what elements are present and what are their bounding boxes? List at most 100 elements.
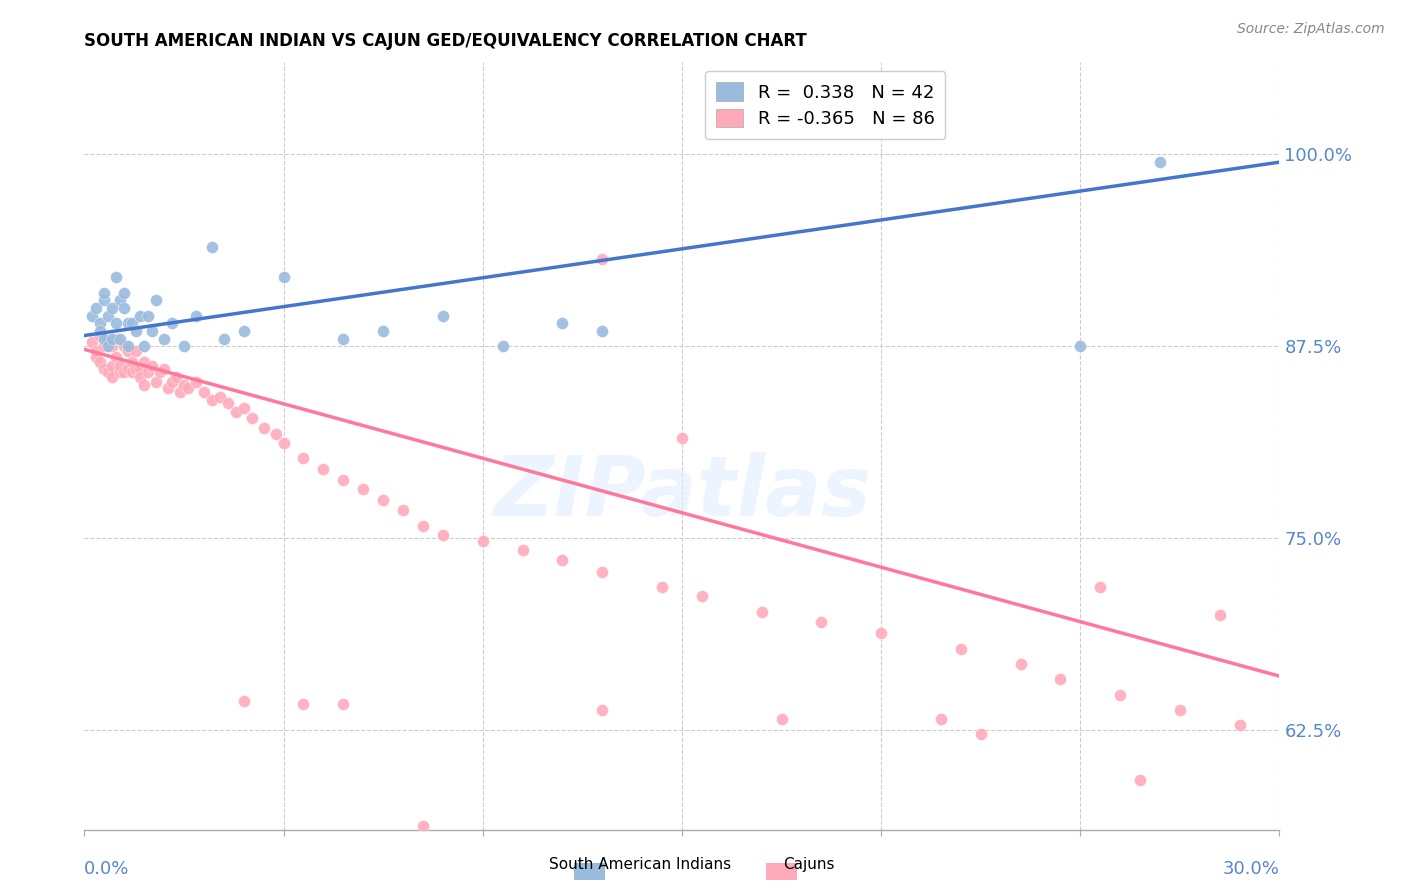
Point	[232, 401, 254, 415]
Point	[97, 339, 120, 353]
Point	[292, 697, 315, 711]
Point	[165, 370, 187, 384]
Point	[1090, 580, 1112, 594]
Point	[141, 324, 163, 338]
Point	[240, 411, 263, 425]
Point	[292, 451, 315, 466]
Point	[105, 350, 128, 364]
Point	[89, 354, 111, 368]
Point	[1129, 773, 1152, 788]
Point	[591, 252, 613, 266]
Point	[591, 324, 613, 338]
Point	[105, 270, 128, 285]
Point	[153, 332, 176, 346]
Point	[101, 370, 124, 384]
Point	[225, 405, 247, 419]
Point	[110, 293, 132, 308]
Point	[201, 392, 224, 407]
Point	[217, 396, 239, 410]
Point	[770, 712, 793, 726]
Point	[89, 328, 111, 343]
Point	[141, 359, 163, 374]
Point	[671, 431, 693, 445]
Text: SOUTH AMERICAN INDIAN VS CAJUN GED/EQUIVALENCY CORRELATION CHART: SOUTH AMERICAN INDIAN VS CAJUN GED/EQUIV…	[84, 32, 807, 50]
Point	[1149, 155, 1171, 169]
Point	[212, 332, 235, 346]
Point	[591, 703, 613, 717]
Point	[392, 503, 415, 517]
Point	[86, 343, 108, 358]
Point	[121, 354, 143, 368]
Point	[273, 270, 295, 285]
Point	[432, 309, 454, 323]
Point	[173, 377, 195, 392]
Point	[121, 316, 143, 330]
Point	[412, 820, 434, 834]
Point	[253, 420, 276, 434]
Point	[145, 375, 167, 389]
Point	[193, 385, 215, 400]
Point	[208, 390, 231, 404]
Point	[1049, 672, 1071, 686]
Point	[101, 359, 124, 374]
Point	[93, 293, 115, 308]
Point	[93, 285, 115, 300]
Point	[169, 385, 191, 400]
Text: ZIPatlas: ZIPatlas	[494, 451, 870, 533]
Point	[870, 626, 893, 640]
Point	[651, 580, 673, 594]
Point	[929, 712, 952, 726]
Point	[160, 375, 183, 389]
Point	[273, 436, 295, 450]
Point	[751, 605, 773, 619]
Point	[93, 339, 115, 353]
Point	[1229, 718, 1251, 732]
Text: Source: ZipAtlas.com: Source: ZipAtlas.com	[1237, 22, 1385, 37]
Point	[110, 365, 132, 379]
Point	[117, 362, 139, 376]
Point	[136, 309, 159, 323]
Point	[121, 365, 143, 379]
Legend: R =  0.338   N = 42, R = -0.365   N = 86: R = 0.338 N = 42, R = -0.365 N = 86	[706, 71, 945, 139]
Point	[112, 339, 135, 353]
Point	[101, 339, 124, 353]
Point	[471, 534, 494, 549]
Point	[332, 697, 354, 711]
Point	[591, 565, 613, 579]
Point	[312, 462, 335, 476]
Point	[93, 362, 115, 376]
Point	[512, 543, 534, 558]
Point	[112, 365, 135, 379]
Point	[145, 293, 167, 308]
Point	[177, 381, 200, 395]
Point	[690, 590, 713, 604]
Point	[86, 301, 108, 315]
Point	[332, 332, 354, 346]
Point	[105, 332, 128, 346]
Point	[101, 301, 124, 315]
Point	[232, 694, 254, 708]
Point	[89, 324, 111, 338]
Point	[970, 727, 993, 741]
Point	[132, 377, 156, 392]
Point	[97, 365, 120, 379]
Point	[125, 362, 148, 376]
Point	[82, 309, 104, 323]
Point	[112, 285, 135, 300]
Point	[373, 492, 395, 507]
Point	[412, 518, 434, 533]
Point	[110, 332, 132, 346]
Point	[129, 370, 152, 384]
Point	[160, 316, 183, 330]
Point	[89, 316, 111, 330]
Point	[201, 239, 224, 253]
Point	[93, 332, 115, 346]
Point	[117, 339, 139, 353]
Text: 0.0%: 0.0%	[84, 860, 129, 878]
Point	[112, 301, 135, 315]
Point	[492, 339, 515, 353]
Point	[117, 316, 139, 330]
Point	[132, 339, 156, 353]
Point	[97, 309, 120, 323]
Point	[117, 343, 139, 358]
